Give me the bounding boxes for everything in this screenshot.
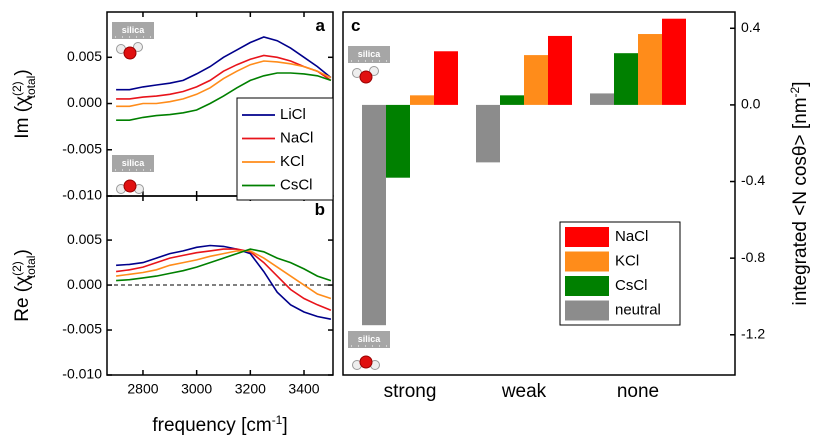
silica-icon: silica — [348, 46, 390, 84]
label-part: ] — [282, 415, 287, 436]
legend-label: CsCl — [280, 176, 313, 193]
panel-label: a — [316, 16, 326, 35]
legend-swatch — [565, 276, 609, 296]
legend-label: NaCl — [280, 129, 313, 146]
bar — [614, 53, 638, 105]
label-part: (2) — [10, 261, 24, 276]
series-line — [116, 244, 332, 320]
bar — [524, 55, 548, 105]
bar — [476, 104, 500, 163]
legend-label: KCl — [280, 153, 304, 170]
y-tick-label: -0.005 — [62, 140, 102, 156]
series-line — [116, 36, 332, 91]
series-line — [116, 54, 332, 100]
legend-label: CsCl — [615, 277, 648, 294]
axis-label: Im (χ(2)total) — [10, 69, 38, 138]
bar — [548, 35, 572, 105]
x-tick-label: 3200 — [235, 381, 266, 397]
icon-surface — [112, 22, 154, 39]
bar — [500, 95, 524, 105]
icon-h — [133, 42, 143, 52]
y-tick-label: 0.0 — [741, 96, 761, 112]
axis-label: integrated <N cosθ> [nm-2] — [788, 81, 811, 305]
label-part: Re (χ — [12, 276, 33, 322]
y-tick-label: 0.4 — [741, 19, 761, 35]
label-part: -1 — [272, 413, 283, 427]
axis-label: frequency [cm-1] — [152, 413, 287, 436]
label-part: ] — [790, 81, 811, 86]
label-part: (2) — [10, 81, 24, 96]
x-tick-label: 3000 — [181, 381, 212, 397]
legend-label: neutral — [615, 301, 661, 318]
label-part: ) — [12, 69, 33, 75]
silica-icon: silica — [112, 22, 154, 60]
icon-o — [359, 355, 373, 369]
legend-label: LiCl — [280, 106, 306, 123]
icon-o — [123, 179, 137, 193]
legend-swatch — [565, 300, 609, 321]
y-tick-label: 0.000 — [67, 276, 102, 292]
axis-label: Re (χ(2)total) — [10, 249, 38, 322]
y-tick-label: -0.8 — [741, 249, 765, 265]
y-tick-label: -0.010 — [62, 187, 102, 203]
y-tick-label: -1.2 — [741, 325, 765, 341]
legend-label: NaCl — [615, 228, 648, 245]
y-tick-label: -0.4 — [741, 172, 765, 188]
x-tick-label: 3400 — [288, 381, 319, 397]
icon-label: silica — [122, 158, 146, 168]
x-tick-label: weak — [501, 381, 547, 402]
icon-label: silica — [122, 25, 146, 35]
icon-o — [359, 70, 373, 84]
icon-surface — [112, 155, 154, 172]
x-tick-label: 2800 — [127, 381, 158, 397]
icon-o — [123, 46, 137, 60]
bar — [590, 93, 614, 105]
silica-icon: silica — [348, 331, 390, 370]
y-tick-label: 0.005 — [67, 231, 102, 247]
icon-surface — [348, 46, 390, 63]
plot-frame — [342, 11, 736, 376]
label-part: -2 — [788, 86, 802, 97]
icon-label: silica — [358, 49, 382, 59]
bar — [638, 34, 662, 105]
legend-label: KCl — [615, 252, 639, 269]
label-part: ) — [12, 249, 33, 255]
series-line — [116, 248, 332, 282]
y-tick-label: -0.005 — [62, 321, 102, 337]
icon-h — [369, 66, 379, 76]
x-tick-label: none — [617, 381, 659, 402]
label-part: total — [24, 76, 38, 99]
x-tick-label: strong — [384, 381, 437, 402]
bar — [410, 95, 434, 105]
y-tick-label: 0.000 — [67, 94, 102, 110]
icon-surface — [348, 331, 390, 348]
series-line — [116, 72, 332, 121]
bar — [362, 104, 386, 326]
bar — [386, 104, 410, 178]
icon-label: silica — [358, 334, 382, 344]
legend-swatch — [565, 251, 609, 272]
series-line — [115, 250, 332, 300]
label-part: integrated <N cosθ> [nm — [790, 97, 811, 305]
panel-label: c — [351, 16, 360, 35]
silica-icon: silica — [112, 155, 154, 194]
series-line — [116, 60, 332, 108]
bar — [662, 18, 686, 105]
panel-label: b — [315, 200, 325, 219]
series-line — [115, 248, 332, 311]
legend-swatch — [565, 227, 609, 247]
label-part: total — [24, 256, 38, 279]
y-tick-label: -0.010 — [62, 366, 102, 382]
label-part: frequency [cm — [152, 415, 271, 436]
label-part: Im (χ — [12, 96, 33, 139]
bar — [434, 51, 458, 105]
y-tick-label: 0.005 — [67, 48, 102, 64]
